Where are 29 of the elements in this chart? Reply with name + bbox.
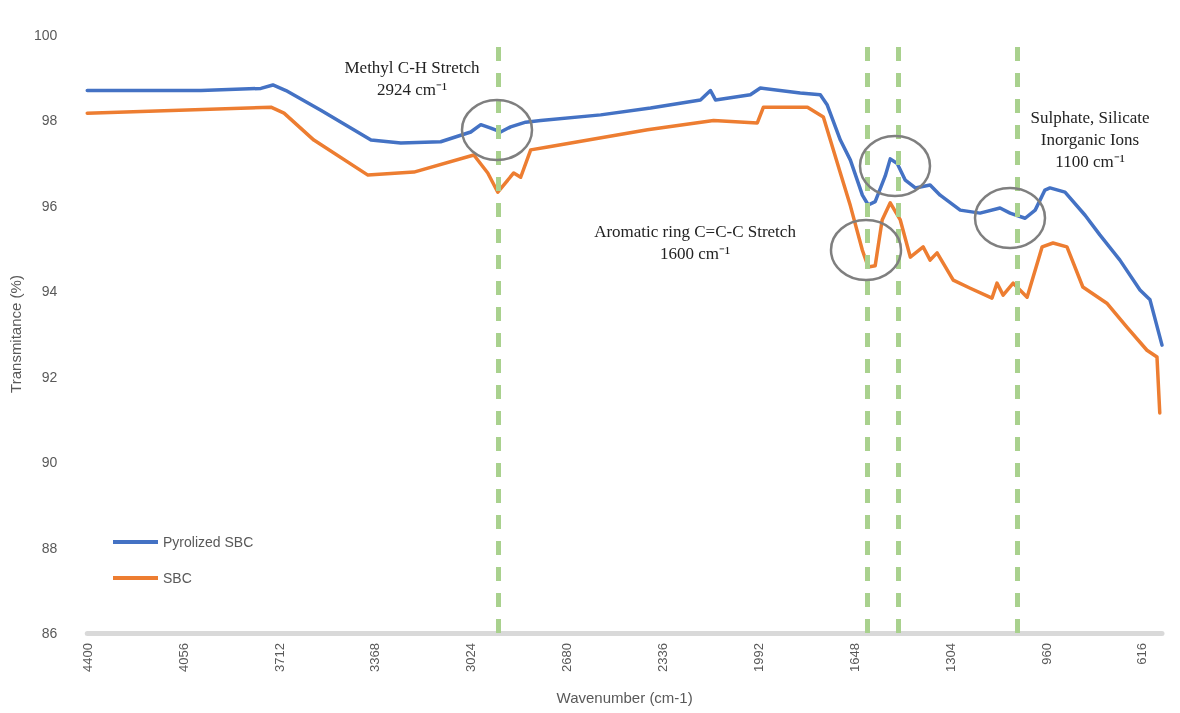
y-tick-label: 86	[41, 625, 58, 641]
y-tick-label: 100	[33, 27, 58, 43]
x-tick-label: 616	[1134, 643, 1150, 665]
y-tick-label: 88	[41, 539, 58, 556]
y-tick-label: 92	[41, 368, 58, 385]
x-tick-label: 4400	[79, 643, 95, 672]
line-series	[85, 83, 1164, 347]
annotation: Sulphate, Silicate Inorganic Ions 1100 cm⁻¹	[1030, 107, 1150, 171]
y-tick-label: 98	[41, 112, 58, 129]
annotation: Methyl C-H Stretch 2924 cm⁻¹	[344, 57, 481, 99]
x-axis-title: Wavenumber (cm-1)	[556, 689, 693, 706]
line-series	[85, 105, 1162, 415]
x-tick-label: 1648	[846, 643, 862, 672]
x-tick-label: 3712	[271, 643, 287, 672]
y-tick-label: 94	[41, 283, 58, 300]
annotation: Aromatic ring C=C-C Stretch 1600 cm⁻¹	[594, 221, 797, 263]
x-tick-label: 960	[1038, 643, 1054, 665]
x-tick-label: 4056	[175, 643, 191, 672]
legend-label: Pyrolized SBC	[163, 534, 254, 550]
y-tick-label: 90	[41, 454, 58, 471]
x-tick-label: 2336	[655, 643, 671, 672]
x-tick-label: 2680	[559, 643, 575, 672]
y-tick-label: 96	[41, 197, 58, 214]
y-axis-title: Transmitance (%)	[7, 275, 24, 393]
legend-label: SBC	[163, 570, 192, 586]
x-tick-label: 3368	[367, 643, 383, 672]
x-tick-label: 1992	[750, 643, 766, 672]
x-tick-label: 3024	[463, 643, 479, 672]
x-tick-label: 1304	[942, 643, 958, 672]
